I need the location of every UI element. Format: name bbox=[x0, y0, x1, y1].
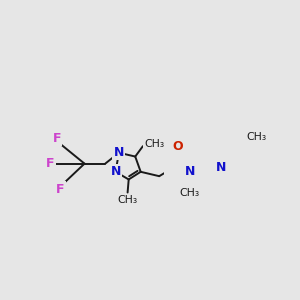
Text: N: N bbox=[110, 165, 121, 178]
Text: O: O bbox=[172, 140, 183, 153]
Text: F: F bbox=[56, 183, 64, 196]
Text: CH₃: CH₃ bbox=[118, 195, 138, 205]
Text: CH₃: CH₃ bbox=[180, 188, 200, 198]
Text: N: N bbox=[114, 146, 124, 159]
Text: CH₃: CH₃ bbox=[247, 132, 267, 142]
Text: N: N bbox=[184, 165, 195, 178]
Text: CH₃: CH₃ bbox=[144, 139, 164, 149]
Text: F: F bbox=[46, 157, 55, 170]
Text: N: N bbox=[216, 161, 226, 174]
Text: F: F bbox=[52, 131, 61, 145]
